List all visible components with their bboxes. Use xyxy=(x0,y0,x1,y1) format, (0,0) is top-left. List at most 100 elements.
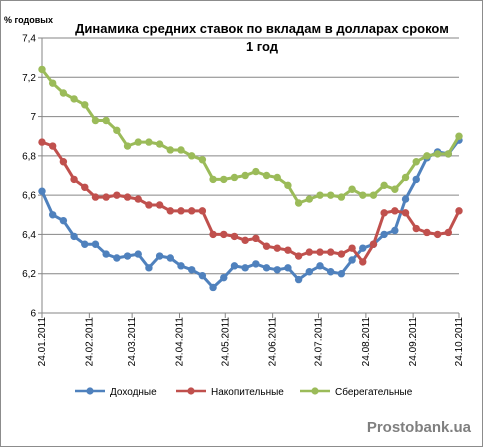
data-point xyxy=(166,207,175,215)
data-point xyxy=(70,232,78,241)
data-point xyxy=(134,138,142,146)
data-point xyxy=(337,193,346,201)
data-point xyxy=(444,228,453,237)
data-point xyxy=(81,101,89,109)
data-point xyxy=(455,132,463,140)
series-3 xyxy=(38,65,463,207)
data-point xyxy=(102,193,110,201)
data-point xyxy=(166,254,175,262)
data-point xyxy=(391,207,399,215)
data-point xyxy=(316,262,324,270)
data-point xyxy=(113,191,121,199)
series-line xyxy=(40,140,461,264)
data-point xyxy=(273,244,281,252)
data-point xyxy=(412,158,420,166)
data-point xyxy=(380,230,388,239)
data-point xyxy=(177,146,185,154)
legend-item-nakopitelnye: Накопительные xyxy=(176,387,284,398)
data-point xyxy=(326,248,335,256)
data-point xyxy=(48,142,57,150)
data-point xyxy=(198,271,207,280)
data-point xyxy=(262,264,271,272)
data-point xyxy=(433,230,442,239)
legend-label-sberegatelnye: Сберегательные xyxy=(335,386,413,398)
data-point xyxy=(48,211,57,219)
x-tick-label: 24.08.2011 xyxy=(361,317,372,367)
y-tick-label: 7,2 xyxy=(22,73,36,84)
data-point xyxy=(38,187,46,195)
y-tick-label: 6,4 xyxy=(22,230,36,241)
data-point xyxy=(359,244,367,252)
x-tick-label: 24.10.2011 xyxy=(454,317,465,367)
data-point xyxy=(369,240,378,248)
y-axis-unit-label: % годовых xyxy=(4,15,53,25)
legend-item-dokhodnye: Доходные xyxy=(75,387,157,398)
data-point xyxy=(230,173,239,182)
data-point xyxy=(220,273,228,282)
y-tick-label: 6,6 xyxy=(22,191,36,202)
data-point xyxy=(209,283,217,292)
legend-marker-sberegatelnye xyxy=(311,387,319,395)
legend-label-nakopitelnye: Накопительные xyxy=(211,387,284,398)
legend-marker-dokhodnye xyxy=(86,387,94,395)
data-point xyxy=(113,126,121,135)
data-point xyxy=(294,252,303,260)
data-point xyxy=(359,191,367,199)
chart-title: Динамика средних ставок по вкладам в дол… xyxy=(75,21,449,36)
data-point xyxy=(220,230,228,239)
data-point xyxy=(155,140,164,148)
axes xyxy=(41,38,459,314)
data-point xyxy=(412,224,420,233)
x-axis-ticks: 24.01.2011 24.02.2011 24.03.2011 24.04.2011… xyxy=(37,313,465,366)
data-point xyxy=(433,150,442,158)
data-point xyxy=(294,275,303,284)
data-point xyxy=(262,242,271,250)
data-point xyxy=(284,264,292,272)
x-tick-label: 24.02.2011 xyxy=(84,317,95,367)
data-point xyxy=(134,195,142,203)
data-point xyxy=(305,195,314,203)
data-point xyxy=(113,254,121,262)
series-layer xyxy=(38,65,463,292)
data-point xyxy=(401,209,410,217)
data-point xyxy=(91,240,100,248)
data-point xyxy=(209,175,217,184)
series-1 xyxy=(38,136,463,292)
data-point xyxy=(134,250,142,258)
data-point xyxy=(294,199,303,207)
data-point xyxy=(59,89,68,97)
data-point xyxy=(284,246,292,254)
data-point xyxy=(81,183,89,191)
data-point xyxy=(48,79,57,87)
data-point xyxy=(348,244,356,252)
data-point xyxy=(348,185,356,193)
data-point xyxy=(38,65,46,74)
data-point xyxy=(155,201,164,209)
x-tick-label: 24.03.2011 xyxy=(127,317,138,367)
data-point xyxy=(326,268,335,276)
legend: Доходные Накопительные Сберегательные xyxy=(75,386,413,398)
data-point xyxy=(305,268,314,276)
data-point xyxy=(177,207,185,215)
legend-item-sberegatelnye: Сберегательные xyxy=(300,386,413,398)
x-tick-label: 24.01.2011 xyxy=(37,317,48,367)
data-point xyxy=(337,250,346,258)
data-point xyxy=(337,270,346,278)
x-tick-label: 24.09.2011 xyxy=(408,317,419,367)
series-line xyxy=(40,138,461,289)
data-point xyxy=(412,175,420,184)
y-tick-label: 7 xyxy=(30,112,36,123)
chart-title-line2: 1 год xyxy=(246,39,279,54)
data-point xyxy=(444,150,453,158)
x-tick-label: 24.05.2011 xyxy=(220,317,231,367)
series-2 xyxy=(38,138,463,266)
data-point xyxy=(187,207,196,215)
data-point xyxy=(348,256,356,264)
data-point xyxy=(252,234,260,243)
data-point xyxy=(70,95,78,103)
data-point xyxy=(262,171,271,180)
data-point xyxy=(401,173,410,182)
data-point xyxy=(391,226,399,235)
data-point xyxy=(326,191,335,199)
